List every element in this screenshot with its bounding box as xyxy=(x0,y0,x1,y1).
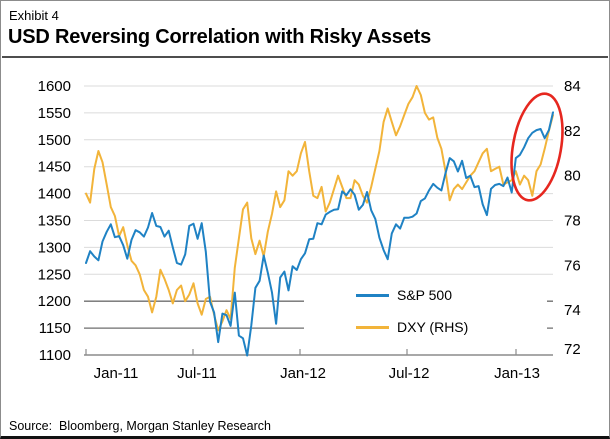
y-axis-label-right: 74 xyxy=(564,302,581,319)
y-axis-label-left: 1400 xyxy=(38,186,71,203)
y-axis-label-right: 82 xyxy=(564,123,581,140)
x-axis-label: Jan-11 xyxy=(94,365,139,382)
x-axis-label: Jan-12 xyxy=(280,365,326,382)
exhibit-label: Exhibit 4 xyxy=(9,8,59,23)
y-axis-label-left: 1300 xyxy=(38,239,71,256)
y-axis-label-left: 1250 xyxy=(38,266,71,283)
x-axis-label: Jul-11 xyxy=(177,365,217,382)
y-axis-label-left: 1100 xyxy=(39,347,71,364)
dxy-line-swatch xyxy=(356,325,389,329)
y-axis-label-right: 76 xyxy=(564,257,581,274)
y-axis-label-left: 1350 xyxy=(38,213,71,230)
chart-title: USD Reversing Correlation with Risky Ass… xyxy=(8,26,432,48)
sp500-line xyxy=(85,111,554,357)
y-axis-label-left: 1550 xyxy=(38,105,71,122)
y-axis-label-left: 1200 xyxy=(38,293,71,310)
legend-item-sp500: S&P 500 xyxy=(304,280,547,310)
chart-legend: S&P 500 DXY (RHS) xyxy=(304,280,547,347)
y-axis-label-left: 1450 xyxy=(38,159,71,176)
x-axis-label: Jul-12 xyxy=(389,365,430,382)
y-axis-label-right: 78 xyxy=(564,213,581,230)
x-axis-label: Jan-13 xyxy=(494,365,540,382)
dxy-line xyxy=(85,85,554,332)
y-axis-label-left: 1600 xyxy=(38,78,71,95)
red-ellipse-annotation xyxy=(510,92,564,202)
legend-label-dxy: DXY (RHS) xyxy=(397,319,469,335)
y-axis-label-right: 84 xyxy=(564,78,581,95)
sp500-line-swatch xyxy=(356,293,389,297)
title-separator xyxy=(2,56,608,58)
y-axis-label-left: 1500 xyxy=(38,132,71,149)
y-axis-label-right: 80 xyxy=(564,168,581,185)
y-axis-label-right: 72 xyxy=(564,341,581,358)
source-note: Source: Bloomberg, Morgan Stanley Resear… xyxy=(9,419,271,433)
legend-item-dxy: DXY (RHS) xyxy=(304,312,547,342)
y-axis-label-left: 1150 xyxy=(39,320,71,337)
legend-label-sp500: S&P 500 xyxy=(397,287,453,303)
